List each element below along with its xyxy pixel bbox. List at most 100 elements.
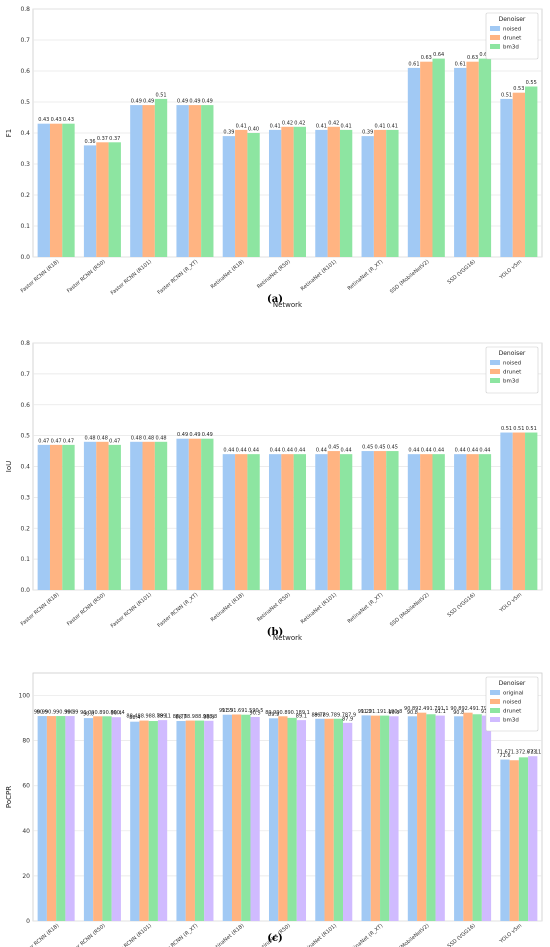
data-label: 0.44 [282, 448, 293, 454]
bar-bm3d [432, 454, 445, 590]
data-label: 0.47 [109, 438, 120, 444]
group-value-labels: 90.892.491.791.1 [450, 706, 495, 712]
data-label: 0.49 [131, 99, 142, 105]
data-label: 0.61 [408, 61, 419, 67]
data-label: 0.49 [177, 99, 188, 105]
data-label: 0.48 [97, 435, 108, 441]
bar-bm3d [389, 716, 399, 921]
bar-drunet [373, 451, 387, 590]
bar-drunet [420, 61, 433, 258]
data-label: 0.44 [223, 448, 234, 454]
bar-drunet [188, 105, 202, 257]
bar-bm3d [339, 454, 353, 590]
bar-noised [46, 716, 57, 921]
data-label: 0.48 [155, 435, 166, 441]
data-label: 90.9 [37, 710, 48, 716]
bar-bm3d [525, 432, 538, 590]
bar-drunet [333, 718, 344, 921]
group-value-labels: 90.990.990.990.9 [34, 710, 79, 716]
data-label: 90.9 [64, 710, 75, 716]
data-label: 90.8 [453, 710, 464, 716]
data-label: 89.9 [268, 712, 279, 718]
x-axis-label: Network [273, 301, 303, 309]
bar-noised [130, 441, 143, 590]
bar-drunet [281, 126, 294, 257]
data-label: 0.48 [131, 435, 142, 441]
y-axis-label: PoCPR [5, 786, 13, 808]
data-label: 0.44 [341, 448, 352, 454]
group-value-labels: 89.990.890.189.1 [265, 710, 310, 716]
x-tick-label: SSD (VGG16) [447, 259, 477, 286]
x-tick-label: Faster RCNN (R50) [66, 259, 107, 294]
bar-noised [500, 98, 513, 258]
data-label: 0.37 [97, 136, 108, 142]
bar-noised [176, 105, 189, 257]
bar-noised [268, 129, 282, 257]
bar-noised [130, 105, 143, 257]
bar-noised [407, 67, 421, 258]
data-label: 0.49 [143, 99, 154, 105]
bar-bm3d [250, 716, 260, 921]
y-tick-label: 0 [26, 918, 30, 925]
bar-bm3d [154, 98, 168, 258]
data-label: 0.42 [294, 120, 305, 126]
data-label: 0.51 [513, 426, 524, 432]
bar-noised [139, 720, 149, 921]
legend-swatch [490, 690, 500, 695]
data-label: 0.45 [374, 445, 385, 451]
bar-bm3d [62, 444, 75, 590]
data-label: 90.0 [83, 712, 94, 718]
x-tick-label: SSD (MobileNetV2) [389, 259, 431, 295]
group-value-labels: 90.090.890.890.4 [80, 710, 125, 716]
bar-noised [407, 454, 421, 590]
bar-noised [315, 129, 328, 257]
data-label: 0.44 [316, 448, 327, 454]
data-label: 0.39 [362, 130, 373, 136]
data-label: 0.49 [177, 432, 188, 438]
bar-original [315, 718, 325, 921]
bar-noised [454, 67, 467, 258]
legend-swatch [490, 44, 500, 49]
data-label: 0.44 [294, 448, 305, 454]
x-tick-label: Faster RCNN (R18) [20, 259, 61, 294]
x-tick-label: Faster RCNN (R_XT) [157, 259, 200, 296]
bar-drunet [188, 438, 202, 590]
legend: Denoiser noised drunet bm3d [485, 12, 539, 60]
legend-entry: noised [503, 27, 521, 33]
legend-entry: noised [503, 361, 521, 367]
legend-entry: bm3d [503, 379, 519, 385]
data-label: 0.36 [84, 139, 95, 145]
data-label: 0.41 [236, 123, 247, 129]
data-label: 0.49 [202, 432, 213, 438]
legend-entry: noised [503, 700, 521, 706]
data-label: 0.49 [189, 99, 200, 105]
bar-noised [361, 136, 374, 257]
data-label: 0.40 [248, 127, 259, 133]
data-label: 89.1 [157, 714, 168, 720]
y-tick-label: 0.0 [20, 587, 30, 594]
bar-drunet [380, 715, 390, 921]
bar-bm3d [65, 716, 75, 921]
y-tick-label: 0.8 [20, 340, 30, 347]
bar-noised [324, 718, 334, 921]
bar-noised [500, 432, 513, 590]
legend-swatch [490, 360, 500, 365]
data-label: 0.55 [526, 80, 537, 86]
bar-drunet [327, 451, 340, 590]
data-label: 0.41 [374, 123, 385, 129]
x-tick-label: SSD (VGG16) [447, 592, 477, 619]
bar-noised [37, 444, 50, 590]
bar-drunet [518, 757, 529, 921]
x-tick-label: RetinaNet (R101) [300, 923, 338, 947]
y-tick-label: 0.7 [20, 371, 30, 378]
data-label: 0.63 [421, 55, 432, 61]
bar-bm3d [204, 720, 214, 921]
x-tick-label: RetinaNet (R_XT) [347, 259, 385, 292]
x-tick-label: Faster RCNN (R_XT) [157, 923, 200, 947]
data-label: 89.7 [314, 712, 325, 718]
y-tick-label: 0.4 [20, 464, 30, 471]
group-value-labels: 88.488.988.789.1 [126, 714, 171, 720]
bar-noised [231, 714, 242, 921]
